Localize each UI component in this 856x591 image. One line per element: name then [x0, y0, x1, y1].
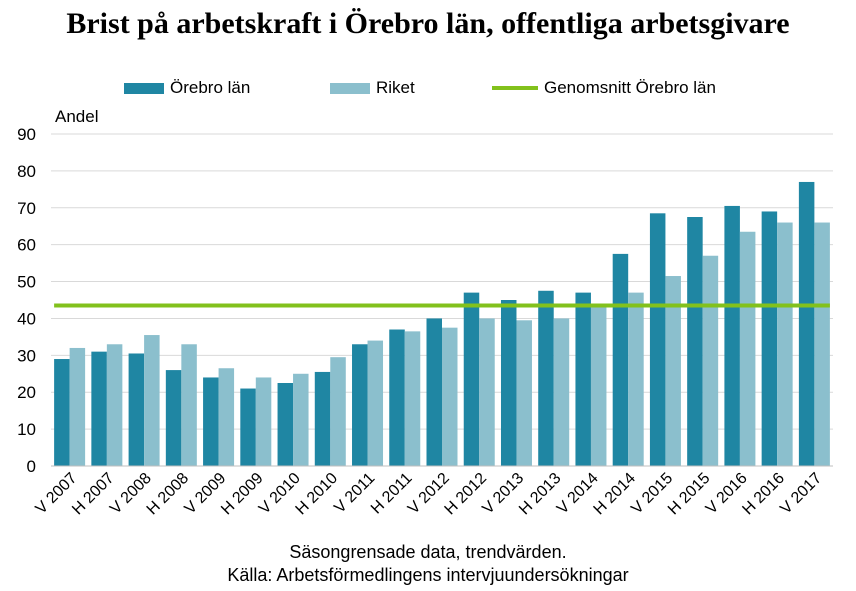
y-axis-label: Andel — [55, 107, 98, 126]
bar-riket — [144, 335, 160, 466]
bar-orebro — [761, 211, 778, 466]
x-tick-label: H 2016 — [739, 470, 788, 519]
y-tick-label: 60 — [17, 236, 36, 255]
bar-riket — [777, 222, 793, 466]
x-tick-label: H 2010 — [293, 470, 342, 519]
bar-riket — [106, 344, 123, 466]
bar-orebro — [538, 290, 554, 466]
legend-label-riket: Riket — [376, 78, 415, 97]
legend-item-average: Genomsnitt Örebro län — [492, 78, 716, 98]
bar-orebro — [389, 329, 405, 466]
bar-orebro — [165, 370, 182, 466]
x-tick-label: H 2012 — [442, 470, 491, 519]
bar-riket — [330, 357, 346, 466]
bar-orebro — [426, 318, 442, 466]
chart-title: Brist på arbetskraft i Örebro län, offen… — [66, 7, 790, 40]
bar-riket — [367, 340, 384, 466]
bar-riket — [516, 320, 532, 466]
bar-riket — [442, 327, 458, 466]
chart-note-1: Säsongrensade data, trendvärden. — [289, 542, 567, 562]
y-tick-label: 50 — [17, 273, 36, 292]
legend-item-riket: Riket — [330, 78, 415, 98]
x-tick-label: H 2015 — [665, 470, 714, 519]
legend: Örebro län Riket Genomsnitt Örebro län — [0, 78, 856, 102]
x-tick-label: H 2013 — [516, 470, 565, 519]
legend-item-orebro: Örebro län — [124, 78, 250, 98]
x-tick-label: H 2007 — [69, 470, 118, 519]
bar-orebro — [352, 344, 368, 466]
chart-note-2: Källa: Arbetsförmedlingens intervjuunder… — [227, 565, 629, 585]
bar-riket — [181, 344, 197, 466]
bar-riket — [255, 377, 272, 466]
bar-riket — [665, 276, 681, 466]
bar-riket — [628, 292, 644, 466]
legend-swatch-riket — [330, 82, 370, 94]
bar-riket — [553, 318, 570, 466]
bar-riket — [590, 305, 607, 466]
y-tick-label: 80 — [17, 162, 36, 181]
bar-orebro — [500, 300, 517, 466]
bar-orebro — [798, 181, 815, 466]
legend-label-average: Genomsnitt Örebro län — [544, 78, 716, 97]
bar-orebro — [203, 377, 219, 466]
bar-orebro — [277, 383, 294, 466]
bar-orebro — [314, 371, 331, 466]
x-tick-label: H 2008 — [144, 470, 193, 519]
bar-orebro — [687, 217, 703, 466]
y-tick-label: 40 — [17, 309, 36, 328]
bar-riket — [739, 231, 756, 466]
bar-riket — [814, 222, 830, 466]
x-tick-label: H 2009 — [218, 470, 267, 519]
bar-orebro — [612, 253, 629, 466]
legend-swatch-orebro — [124, 82, 164, 94]
y-tick-label: 90 — [17, 125, 36, 144]
y-tick-label: 30 — [17, 346, 36, 365]
legend-swatch-average — [492, 86, 538, 90]
bar-orebro — [128, 353, 145, 466]
bar-orebro — [724, 205, 740, 466]
bar-riket — [702, 255, 719, 466]
x-tick-label: H 2014 — [591, 470, 640, 519]
y-tick-label: 0 — [27, 457, 36, 476]
bar-riket — [479, 318, 495, 466]
y-tick-label: 20 — [17, 383, 36, 402]
bar-riket — [218, 368, 235, 466]
bar-orebro — [463, 292, 480, 466]
bar-orebro — [54, 359, 70, 466]
x-tick-label: V 2017 — [777, 470, 825, 518]
y-tick-label: 70 — [17, 199, 36, 218]
legend-label-orebro: Örebro län — [170, 78, 251, 97]
y-tick-label: 10 — [17, 420, 36, 439]
bar-riket — [293, 373, 309, 466]
bar-orebro — [240, 388, 256, 466]
bar-orebro — [575, 292, 591, 466]
bar-orebro — [649, 213, 666, 466]
bar-orebro — [91, 351, 107, 466]
bar-riket — [69, 347, 86, 466]
bar-riket — [404, 331, 421, 466]
